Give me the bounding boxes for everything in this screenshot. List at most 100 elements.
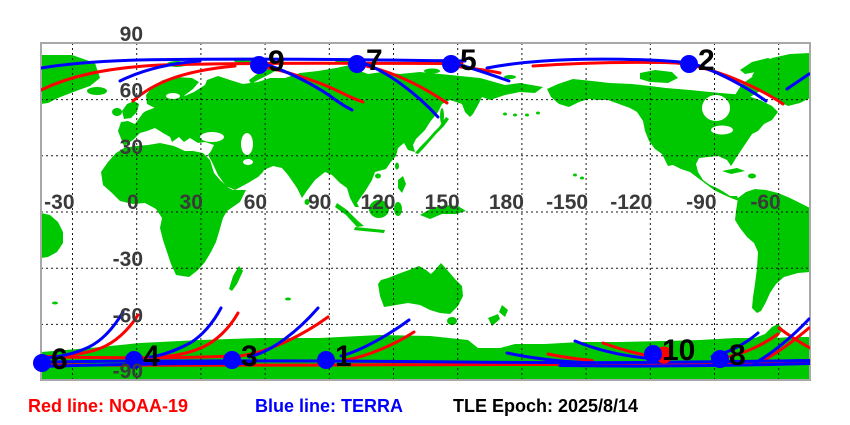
pass-number-3: 3	[241, 340, 258, 373]
lat-tick--90: -90	[113, 360, 143, 383]
lon-tick--120: -120	[610, 191, 652, 214]
pass-marker-4	[125, 351, 143, 369]
land-aleutian-1	[503, 112, 507, 116]
land-iceland	[87, 87, 107, 95]
tick-label-layer: -30 0 30 60 90 120 150 180 -150 -120 -90 -60 90 60 30 -…	[44, 23, 781, 383]
land-uk	[122, 101, 139, 119]
lat-tick-30: 30	[120, 136, 143, 159]
pass-marker-3	[223, 351, 241, 369]
land-victoria-island	[640, 70, 678, 83]
water-caspian-sea	[241, 133, 253, 155]
lon-tick-180: 180	[489, 191, 524, 214]
pass-number-4: 4	[143, 340, 160, 373]
land-layer	[41, 53, 810, 380]
lon-tick--60: -60	[750, 191, 780, 214]
water-black-sea	[200, 132, 224, 142]
pass-marker-9	[250, 56, 268, 74]
land-madagascar	[229, 266, 243, 291]
terra-track-8	[41, 359, 810, 365]
land-taiwan	[395, 162, 399, 170]
land-ireland	[112, 108, 122, 116]
land-new-siberian-is	[424, 68, 440, 74]
lon-tick-0: 0	[127, 191, 139, 214]
land-sakhalin	[440, 108, 444, 124]
noaa19-track-9	[148, 311, 240, 359]
terra-track-1	[118, 59, 202, 83]
water-hudson-bay	[702, 95, 730, 121]
pass-number-10: 10	[662, 334, 695, 367]
lon-tick-120: 120	[360, 191, 395, 214]
land-novaya-zemlya	[249, 67, 280, 84]
land-japan	[415, 117, 449, 154]
lon-tick--30: -30	[44, 191, 74, 214]
land-wrangel	[504, 75, 516, 79]
legend-noaa19: Red line: NOAA-19	[28, 396, 189, 416]
noaa19-track-6	[41, 315, 330, 360]
land-south-georgia	[52, 301, 58, 305]
pass-number-2: 2	[698, 44, 715, 77]
land-north-america	[547, 79, 778, 201]
pass-number-7: 7	[366, 44, 383, 77]
land-south-america	[735, 189, 810, 313]
lon-tick-30: 30	[180, 191, 203, 214]
lon-tick-150: 150	[425, 191, 460, 214]
lat-tick--60: -60	[113, 304, 143, 327]
land-kerguelen	[285, 297, 291, 301]
legend-tle-epoch: TLE Epoch: 2025/8/14	[453, 396, 639, 416]
land-aleutian-2	[513, 113, 517, 117]
land-hawaii-2	[580, 176, 584, 180]
pass-marker-layer: 1 2 3 4 5 6 7 8 9 10	[33, 44, 746, 376]
land-philippines	[398, 176, 406, 193]
lon-tick--150: -150	[546, 191, 588, 214]
noaa19-track-11	[546, 352, 594, 362]
terra-track-16	[753, 317, 810, 365]
lat-tick-60: 60	[120, 80, 143, 103]
land-hainan	[375, 173, 381, 179]
land-nz-north	[499, 305, 508, 317]
lon-tick-90: 90	[308, 191, 331, 214]
pass-marker-1	[317, 351, 335, 369]
land-tasmania	[447, 317, 457, 325]
terra-track-12	[339, 318, 411, 358]
land-aleutian-3	[525, 113, 529, 117]
pass-number-8: 8	[729, 339, 746, 372]
land-eurasia	[118, 65, 543, 207]
terra-track-11	[247, 306, 320, 359]
lon-tick-60: 60	[244, 191, 267, 214]
noaa19-track-14	[763, 326, 810, 361]
terra-track-14	[573, 339, 652, 360]
terra-track-layer	[41, 57, 810, 368]
land-borneo	[369, 200, 389, 218]
land-nz-south	[488, 314, 500, 326]
terra-track-10	[148, 306, 223, 359]
noaa19-track-1	[131, 64, 237, 103]
terra-track-7	[41, 310, 125, 360]
land-hawaii-1	[573, 173, 577, 177]
pass-marker-5	[442, 55, 460, 73]
terra-track-0	[41, 57, 467, 70]
pass-number-5: 5	[460, 44, 477, 77]
water-baltic-sea	[166, 93, 180, 99]
land-hispaniola	[748, 173, 756, 179]
terra-track-6	[785, 72, 810, 91]
pass-marker-8	[711, 350, 729, 368]
terra-track-13	[505, 351, 584, 364]
pass-marker-7	[348, 55, 366, 73]
land-ellesmere	[740, 58, 780, 74]
terra-track-3	[356, 59, 440, 119]
noaa19-track-10	[344, 330, 416, 362]
land-brazil-left-edge	[41, 213, 63, 258]
lat-tick--30: -30	[113, 248, 143, 271]
land-sumatra	[335, 203, 364, 227]
map-frame	[40, 42, 811, 381]
pass-marker-2	[680, 55, 698, 73]
land-cuba	[722, 168, 745, 174]
noaa19-track-13	[728, 332, 780, 358]
graticule-layer	[41, 43, 810, 380]
lon-tick--90: -90	[686, 191, 716, 214]
water-overlay-layer	[166, 93, 733, 165]
pass-number-1: 1	[335, 340, 352, 373]
water-great-lakes	[711, 125, 733, 135]
